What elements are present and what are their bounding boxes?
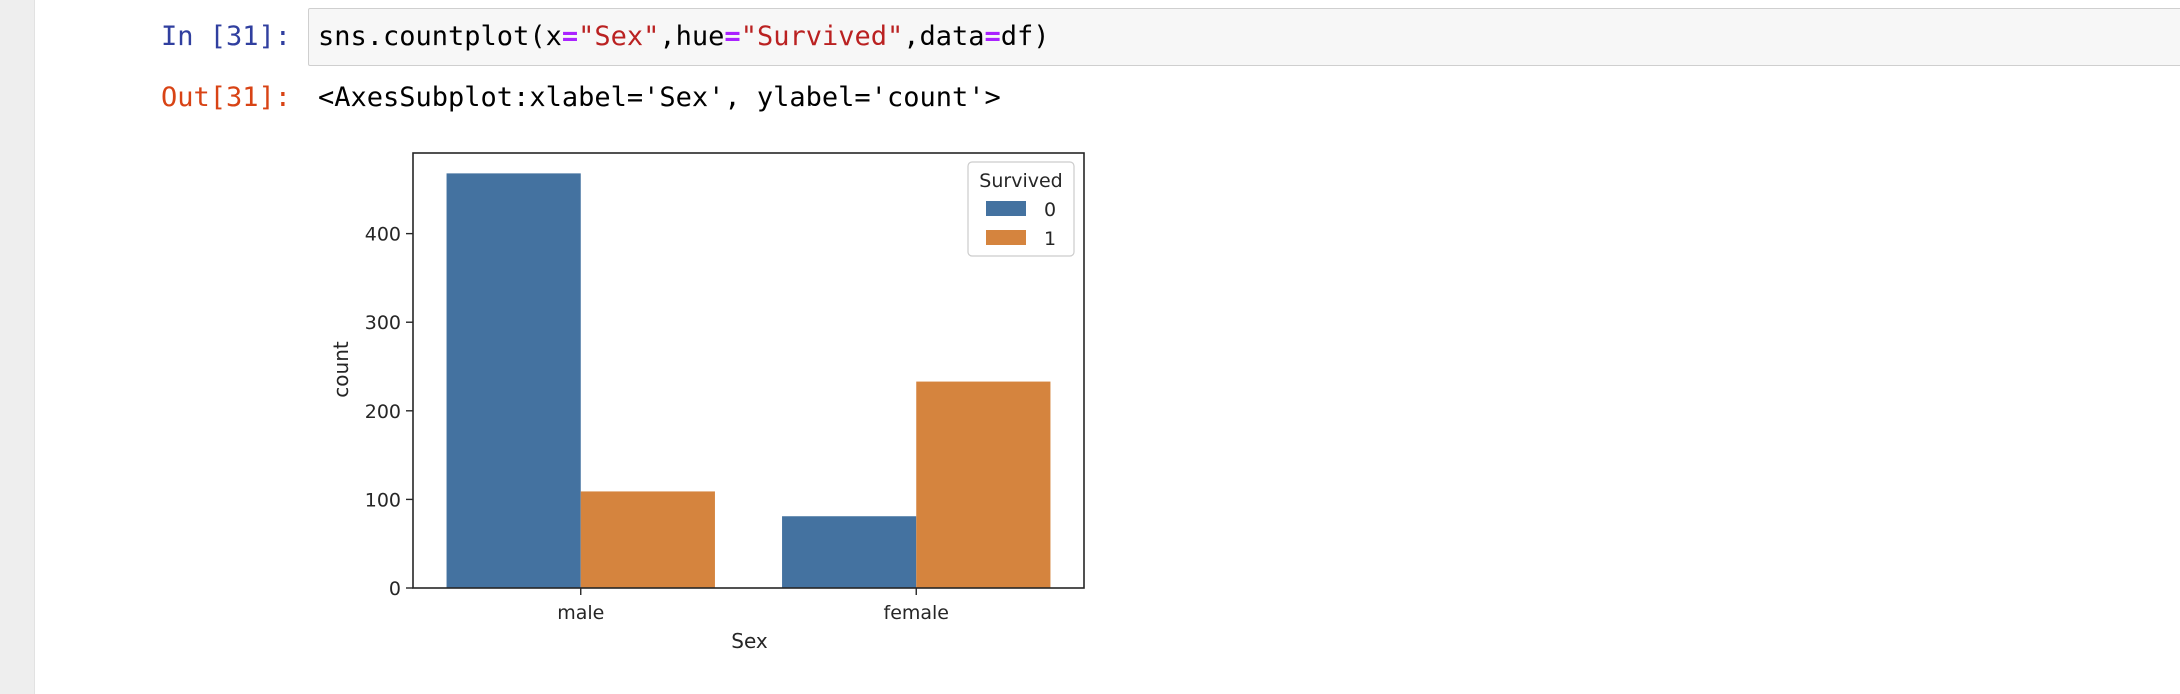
code-line[interactable]: sns.countplot(x="Sex",hue="Survived",dat… xyxy=(318,19,1050,55)
y-tick-label: 400 xyxy=(365,224,401,246)
y-tick-label: 200 xyxy=(365,401,401,423)
bar xyxy=(446,173,581,589)
bar xyxy=(916,381,1051,588)
legend-swatch xyxy=(986,230,1026,245)
input-prompt: In [31]: xyxy=(161,21,292,52)
code-token: ,hue xyxy=(659,21,725,52)
y-tick-label: 100 xyxy=(365,489,401,511)
legend-label: 0 xyxy=(1044,199,1056,221)
code-token: df) xyxy=(1000,21,1050,52)
code-token: = xyxy=(984,21,1001,52)
output-text: <AxesSubplot:xlabel='Sex', ylabel='count… xyxy=(318,82,1001,113)
x-axis-label: Sex xyxy=(731,629,768,653)
legend-swatch xyxy=(986,201,1026,216)
legend-label: 1 xyxy=(1044,228,1056,250)
bar xyxy=(580,491,715,588)
code-token: = xyxy=(561,21,579,52)
y-tick-label: 0 xyxy=(389,578,401,600)
bar xyxy=(782,516,917,588)
code-token: "Survived" xyxy=(740,21,904,52)
x-tick-label: male xyxy=(557,602,604,624)
code-token: ,data xyxy=(903,21,985,52)
code-token: "Sex" xyxy=(578,21,660,52)
x-tick-label: female xyxy=(884,602,950,624)
plot-frame xyxy=(412,152,1085,589)
legend-title: Survived xyxy=(979,170,1062,192)
y-tick-label: 300 xyxy=(365,312,401,334)
output-prompt: Out[31]: xyxy=(161,82,292,113)
y-axis-label: count xyxy=(329,341,353,398)
code-token: = xyxy=(724,21,741,52)
left-gutter xyxy=(0,0,35,694)
code-token: sns.countplot(x xyxy=(318,21,562,52)
code-input-area[interactable]: sns.countplot(x="Sex",hue="Survived",dat… xyxy=(308,8,2180,66)
